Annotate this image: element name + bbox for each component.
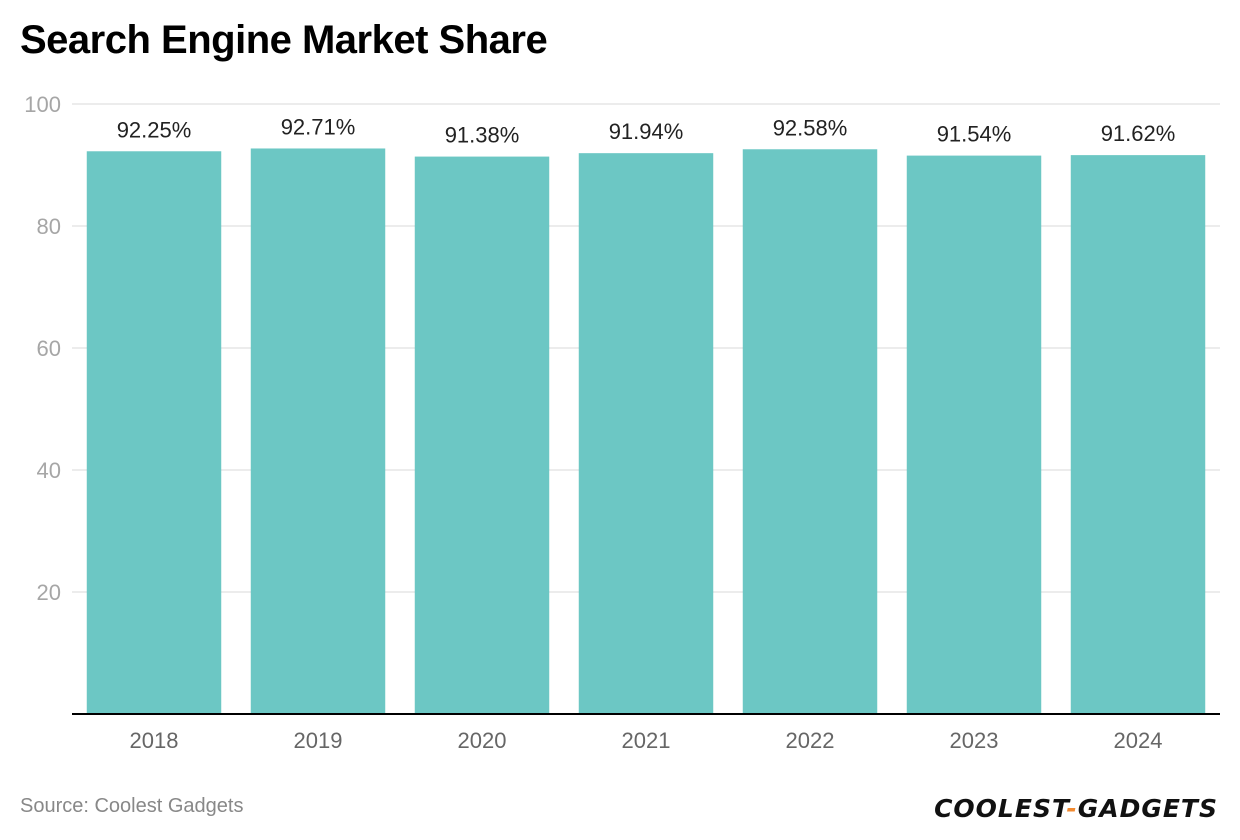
bar-2021 [578, 153, 714, 714]
y-tick-label-60: 60 [37, 336, 61, 361]
bar-2024 [1070, 155, 1206, 715]
x-tick-label-2023: 2023 [950, 728, 999, 753]
x-axis-ticks: 2018 2019 2020 2021 2022 2023 2024 [130, 728, 1163, 753]
x-tick-label-2019: 2019 [294, 728, 343, 753]
value-labels: 92.25% 92.71% 91.38% 91.94% 92.58% 91.54% 91.6… [117, 114, 1176, 147]
x-tick-label-2018: 2018 [130, 728, 179, 753]
y-tick-label-40: 40 [37, 458, 61, 483]
bar-2023 [906, 155, 1042, 714]
x-tick-label-2020: 2020 [458, 728, 507, 753]
brand-logo: COOLEST-GADGETS [934, 794, 1218, 823]
logo-dash: - [1066, 794, 1078, 823]
bar-2020 [414, 156, 550, 714]
value-label-2022: 92.58% [773, 115, 848, 140]
y-axis-ticks: 20 40 60 80 100 [24, 92, 61, 605]
value-label-2018: 92.25% [117, 117, 192, 142]
bar-2018 [86, 151, 222, 714]
bars [86, 148, 1206, 715]
logo-text-right: GADGETS [1077, 794, 1218, 823]
value-label-2021: 91.94% [609, 119, 684, 144]
bar-2022 [742, 149, 878, 715]
y-tick-label-20: 20 [37, 580, 61, 605]
y-tick-label-100: 100 [24, 92, 61, 117]
x-tick-label-2021: 2021 [622, 728, 671, 753]
value-label-2020: 91.38% [445, 123, 520, 148]
source-note: Source: Coolest Gadgets [20, 795, 244, 817]
logo-text-left: COOLEST [934, 794, 1067, 823]
chart-title: Search Engine Market Share [20, 18, 548, 62]
bar-2019 [250, 148, 386, 714]
value-label-2019: 92.71% [281, 114, 356, 139]
x-tick-label-2022: 2022 [786, 728, 835, 753]
value-label-2024: 91.62% [1101, 121, 1176, 146]
x-tick-label-2024: 2024 [1114, 728, 1163, 753]
y-tick-label-80: 80 [37, 214, 61, 239]
value-label-2023: 91.54% [937, 122, 1012, 147]
